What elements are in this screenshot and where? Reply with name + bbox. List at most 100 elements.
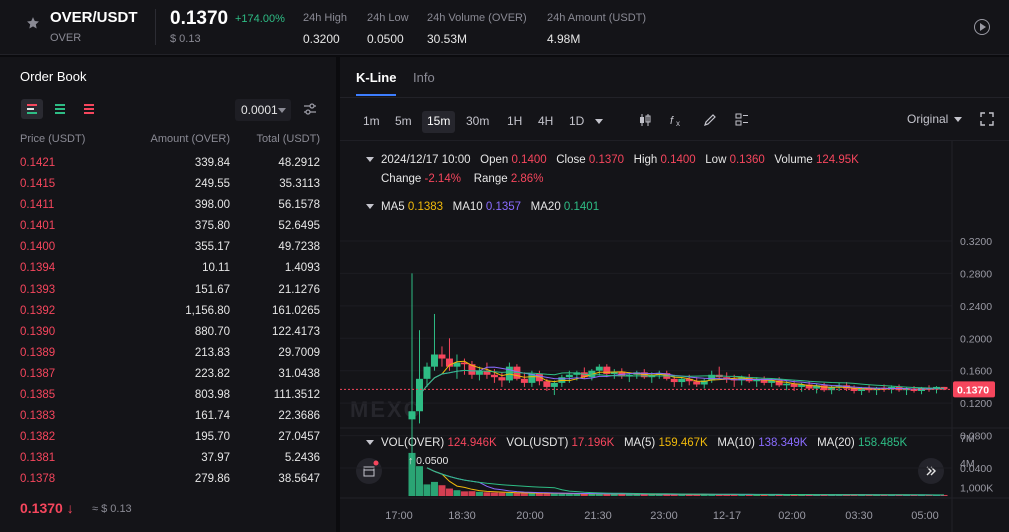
- collapse-chevron-icon[interactable]: [366, 204, 374, 210]
- book-asks-only-icon[interactable]: [78, 99, 100, 119]
- tab-info[interactable]: Info: [413, 70, 435, 85]
- ask-row[interactable]: 0.1383 161.74 22.3686: [0, 406, 336, 427]
- ask-amount: 37.97: [201, 452, 230, 465]
- ask-row[interactable]: 0.1382 195.70 27.0457: [0, 427, 336, 448]
- candle-type-icon[interactable]: [637, 112, 653, 128]
- volume-bar: [895, 494, 903, 496]
- indicator-fx-icon[interactable]: f x: [669, 112, 685, 128]
- volume-bar: [633, 494, 641, 496]
- precision-select[interactable]: 0.0001: [235, 99, 291, 121]
- candle-body: [753, 378, 761, 382]
- low-label: Low: [705, 154, 727, 166]
- candle-body: [520, 378, 528, 383]
- ask-amount: 151.67: [194, 283, 230, 296]
- play-icon[interactable]: [974, 19, 990, 35]
- ask-total: 21.1276: [278, 283, 320, 296]
- chart-mode-select[interactable]: Original: [907, 112, 963, 126]
- volume-bar: [708, 494, 716, 496]
- ask-total: 1.4093: [284, 262, 320, 275]
- volume-bar: [738, 494, 746, 496]
- candle-body: [805, 384, 813, 389]
- ask-row[interactable]: 0.1415 249.55 35.3113: [0, 174, 336, 195]
- timeframe-4h[interactable]: 4H: [538, 114, 554, 128]
- book-bids-only-icon[interactable]: [49, 99, 71, 119]
- candle-body: [423, 366, 431, 379]
- ask-row[interactable]: 0.1400 355.17 49.7238: [0, 237, 336, 258]
- candle-body: [438, 354, 446, 359]
- stat-value-low: 0.0500: [367, 32, 404, 46]
- volume-bar: [685, 494, 693, 496]
- timeframe-5m[interactable]: 5m: [395, 114, 412, 128]
- candle-body: [430, 354, 438, 367]
- current-price-label: 0.1370: [957, 384, 989, 396]
- fullscreen-icon[interactable]: [980, 112, 994, 126]
- ask-row[interactable]: 0.1393 151.67 21.1276: [0, 280, 336, 301]
- ask-row[interactable]: 0.1411 398.00 56.1578: [0, 195, 336, 216]
- timeframe-1m[interactable]: 1m: [363, 114, 380, 128]
- volume-bar: [813, 494, 821, 496]
- settings-sliders-icon[interactable]: [302, 101, 318, 117]
- volume-bar: [730, 494, 738, 496]
- volume-bar: [888, 494, 896, 496]
- candle-body: [910, 388, 918, 391]
- timeframe-1h[interactable]: 1H: [507, 114, 523, 128]
- price-tick-label: 0.1200: [960, 398, 992, 410]
- candle-body: [685, 378, 693, 382]
- ask-row[interactable]: 0.1381 37.97 5.2436: [0, 448, 336, 469]
- vol-over-label: VOL(OVER): [381, 437, 445, 449]
- layout-grid-icon[interactable]: [734, 112, 750, 128]
- candle-body: [723, 377, 731, 379]
- ask-price: 0.1394: [20, 262, 56, 275]
- volume-bar: [595, 493, 603, 496]
- ask-row[interactable]: 0.1389 213.83 29.7009: [0, 343, 336, 364]
- ask-row[interactable]: 0.1385 803.98 111.3512: [0, 385, 336, 406]
- kline-chart[interactable]: 0.3200 0.2800 0.2400 0.2000 0.1600 0.1200 0.08…: [340, 141, 1009, 532]
- ask-total: 27.0457: [278, 431, 320, 444]
- tab-kline[interactable]: K-Line: [356, 70, 397, 85]
- volume-bar: [550, 493, 558, 496]
- timeframe-30m[interactable]: 30m: [466, 114, 490, 128]
- time-tick-label: 05:00: [911, 510, 939, 522]
- volume-bar: [558, 493, 566, 496]
- volume-ma20-line: [426, 467, 944, 496]
- ask-row[interactable]: 0.1394 10.11 1.4093: [0, 258, 336, 279]
- ask-row[interactable]: 0.1401 375.80 52.6495: [0, 216, 336, 237]
- ask-row[interactable]: 0.1392 1,156.80 161.0265: [0, 301, 336, 322]
- ask-total: 52.6495: [278, 220, 320, 233]
- ask-row[interactable]: 0.1387 223.82 31.0438: [0, 364, 336, 385]
- volume-bar: [843, 494, 851, 496]
- ask-row[interactable]: 0.1421 339.84 48.2912: [0, 153, 336, 174]
- favorite-star-icon[interactable]: [26, 16, 40, 30]
- volume-bar: [865, 494, 873, 496]
- open-value: 0.1400: [511, 154, 547, 166]
- stat-value-high: 0.3200: [303, 32, 340, 46]
- volume-bar: [648, 494, 656, 496]
- ask-total: 38.5647: [278, 473, 320, 486]
- price-in-usd: $ 0.13: [170, 33, 201, 45]
- candle-body: [550, 382, 558, 387]
- ma20-value: 0.1401: [563, 201, 600, 213]
- current-price-tag: [953, 381, 995, 398]
- ask-amount: 195.70: [194, 431, 230, 444]
- calendar-event-icon[interactable]: [356, 458, 382, 484]
- ask-row[interactable]: 0.1390 880.70 122.4173: [0, 322, 336, 343]
- ask-row[interactable]: 0.1378 279.86 38.5647: [0, 469, 336, 490]
- volume-bar: [520, 493, 528, 496]
- price-change-percent: +174.00%: [235, 13, 285, 25]
- volume-bar: [723, 494, 731, 496]
- time-tick-label: 23:00: [650, 510, 678, 522]
- timeframe-1d[interactable]: 1D: [569, 114, 585, 128]
- ask-amount: 398.00: [194, 199, 230, 212]
- time-tick-label: 03:30: [845, 510, 873, 522]
- ask-amount: 249.55: [194, 178, 230, 191]
- draw-pen-icon[interactable]: [702, 112, 718, 128]
- book-both-sides-icon[interactable]: [21, 99, 43, 119]
- collapse-chevron-icon[interactable]: [366, 440, 374, 446]
- collapse-chevron-icon[interactable]: [366, 157, 374, 163]
- ask-amount: 355.17: [194, 241, 230, 254]
- vol-ma10-value: 138.349K: [758, 437, 808, 449]
- candle-body: [498, 377, 506, 381]
- pair-symbol[interactable]: OVER/USDT: [50, 9, 138, 26]
- timeframe-15m[interactable]: 15m: [422, 111, 456, 133]
- more-timeframes-chevron-icon[interactable]: [595, 119, 603, 124]
